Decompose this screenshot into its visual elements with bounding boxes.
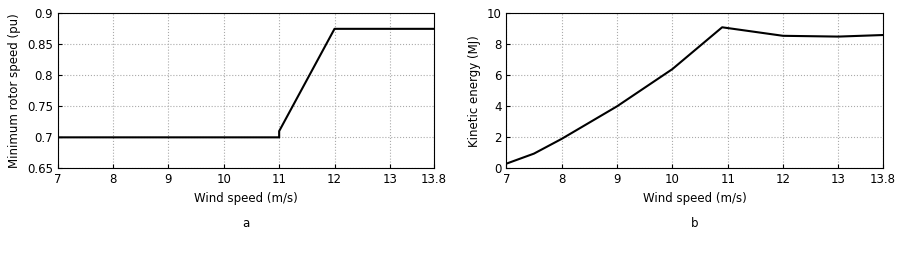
Text: b: b	[690, 217, 697, 230]
Y-axis label: Minimum rotor speed (pu): Minimum rotor speed (pu)	[8, 13, 22, 168]
Text: a: a	[242, 217, 249, 230]
Y-axis label: Kinetic energy (MJ): Kinetic energy (MJ)	[468, 35, 480, 147]
X-axis label: Wind speed (m/s): Wind speed (m/s)	[642, 192, 746, 205]
X-axis label: Wind speed (m/s): Wind speed (m/s)	[194, 192, 297, 205]
